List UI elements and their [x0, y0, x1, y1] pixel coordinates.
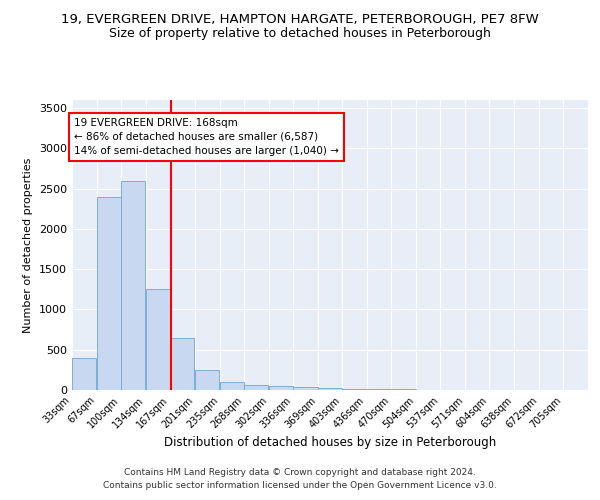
Bar — [195, 370, 219, 390]
Text: Contains HM Land Registry data © Crown copyright and database right 2024.: Contains HM Land Registry data © Crown c… — [124, 468, 476, 477]
Bar — [317, 388, 341, 390]
Bar — [121, 180, 145, 390]
Text: Size of property relative to detached houses in Peterborough: Size of property relative to detached ho… — [109, 28, 491, 40]
Bar — [97, 196, 121, 390]
Text: 19 EVERGREEN DRIVE: 168sqm
← 86% of detached houses are smaller (6,587)
14% of s: 19 EVERGREEN DRIVE: 168sqm ← 86% of deta… — [74, 118, 339, 156]
Text: Contains public sector information licensed under the Open Government Licence v3: Contains public sector information licen… — [103, 480, 497, 490]
Bar — [146, 290, 170, 390]
Bar — [269, 386, 293, 390]
Bar — [72, 358, 96, 390]
Text: Distribution of detached houses by size in Peterborough: Distribution of detached houses by size … — [164, 436, 496, 449]
Bar — [244, 385, 268, 390]
Bar — [343, 389, 367, 390]
Y-axis label: Number of detached properties: Number of detached properties — [23, 158, 34, 332]
Bar — [367, 389, 391, 390]
Bar — [170, 338, 194, 390]
Text: 19, EVERGREEN DRIVE, HAMPTON HARGATE, PETERBOROUGH, PE7 8FW: 19, EVERGREEN DRIVE, HAMPTON HARGATE, PE… — [61, 12, 539, 26]
Bar — [220, 382, 244, 390]
Bar — [293, 387, 317, 390]
